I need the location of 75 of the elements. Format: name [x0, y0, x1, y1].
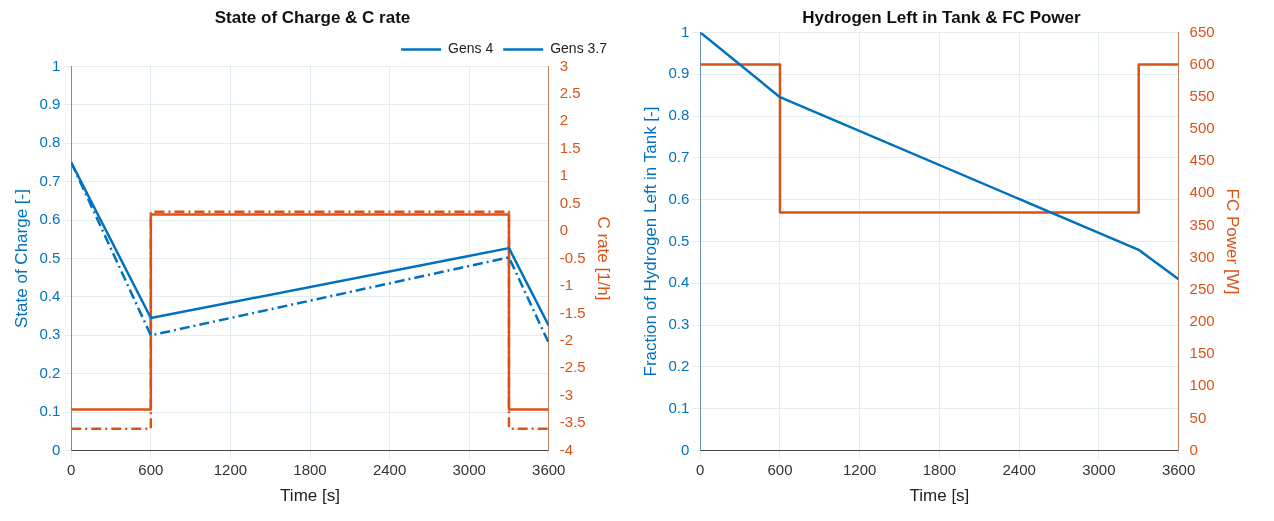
- y-tick-label: 0.4: [668, 273, 690, 291]
- x-tick-label: 3000: [452, 460, 486, 478]
- y2-tick-label: 250: [1189, 279, 1215, 297]
- y-tick-label: 0.2: [668, 357, 690, 375]
- x-axis-title: Time [s]: [280, 486, 340, 506]
- y-axis-title: Fraction of Hydrogen Left in Tank [-]: [640, 106, 660, 377]
- x-tick-label: 3600: [1161, 460, 1196, 478]
- x-tick-label: 2400: [372, 460, 407, 478]
- y2-tick-label: 50: [1189, 408, 1207, 426]
- y-tick-label: 1: [51, 56, 61, 74]
- x-tick-label: 3000: [1082, 460, 1116, 478]
- y2-tick-label: 0: [559, 221, 569, 239]
- y2-tick-label: 650: [1189, 22, 1215, 40]
- y2-tick-label: -0.5: [559, 248, 586, 266]
- y2-tick-label: 100: [1189, 376, 1215, 394]
- y2-tick-label: -1.5: [559, 303, 586, 321]
- y2-tick-label: 1.5: [559, 138, 581, 156]
- y2-tick-label: 350: [1189, 215, 1215, 233]
- y2-axis-title: FC Power [W]: [1223, 188, 1243, 295]
- y2-tick-label: 0.5: [559, 193, 581, 211]
- y2-tick-label: -2: [559, 330, 574, 348]
- y-tick-label: 0.4: [39, 287, 61, 305]
- y2-tick-label: 450: [1189, 151, 1215, 169]
- y2-tick-label: -2.5: [559, 358, 586, 376]
- y-tick-label: 0.7: [668, 148, 690, 165]
- y-tick-label: 0: [51, 440, 61, 458]
- y-tick-label: 0.9: [668, 64, 690, 82]
- y2-axis-title: C rate [1/h]: [594, 216, 614, 301]
- y-tick-label: 0.8: [39, 133, 61, 151]
- y2-tick-label: 150: [1189, 344, 1215, 362]
- y2-tick-label: 400: [1189, 183, 1215, 201]
- y-tick-label: 0.2: [39, 363, 61, 381]
- x-tick-label: 0: [67, 460, 76, 478]
- y2-tick-label: -3: [559, 385, 574, 403]
- y2-tick-label: 500: [1189, 119, 1215, 137]
- y-tick-label: 0.6: [39, 210, 61, 228]
- y-tick-label: 0.9: [39, 94, 61, 112]
- y-tick-label: 0.5: [668, 231, 690, 249]
- x-axis-title: Time [s]: [909, 486, 970, 506]
- y-tick-label: 0.3: [39, 325, 61, 343]
- x-tick-label: 1800: [293, 460, 327, 478]
- y2-tick-label: 2.5: [559, 83, 581, 101]
- y2-tick-label: 2: [559, 111, 569, 129]
- x-tick-label: 1200: [843, 460, 877, 478]
- y-tick-label: 0: [680, 440, 690, 458]
- x-tick-label: 600: [767, 460, 793, 478]
- y2-tick-label: -4: [559, 440, 574, 458]
- x-tick-label: 1800: [922, 460, 957, 478]
- y2-tick-label: 0: [1189, 440, 1198, 458]
- y2-tick-label: 1: [559, 166, 569, 184]
- chart-title: Hydrogen Left in Tank & FC Power: [802, 7, 1082, 27]
- y2-tick-label: 300: [1189, 247, 1215, 265]
- y-axis-title: State of Charge [-]: [11, 189, 31, 328]
- x-tick-label: 3600: [532, 460, 566, 478]
- y2-tick-label: 600: [1189, 54, 1215, 72]
- y-tick-label: 0.3: [668, 315, 690, 333]
- y-tick-label: 0.7: [39, 171, 61, 189]
- y-tick-label: 0.8: [668, 106, 690, 124]
- y2-tick-label: 3: [559, 56, 569, 74]
- y2-tick-label: 550: [1189, 86, 1215, 104]
- y2-tick-label: -3.5: [559, 413, 586, 431]
- x-tick-label: 2400: [1002, 460, 1036, 478]
- y-tick-label: 0.1: [668, 398, 690, 416]
- y2-tick-label: 200: [1189, 312, 1215, 330]
- y-tick-label: 0.6: [668, 189, 690, 207]
- legend-label: Gens 3.7: [550, 40, 608, 57]
- x-tick-label: 600: [138, 460, 164, 478]
- y2-tick-label: -1: [559, 276, 574, 294]
- legend-label: Gens 4: [448, 40, 494, 57]
- y-tick-label: 0.1: [39, 402, 61, 420]
- y-tick-label: 0.5: [39, 248, 61, 266]
- x-tick-label: 0: [696, 460, 705, 478]
- y-tick-label: 1: [680, 22, 690, 40]
- x-tick-label: 1200: [213, 460, 248, 478]
- chart-title: State of Charge & C rate: [214, 7, 411, 27]
